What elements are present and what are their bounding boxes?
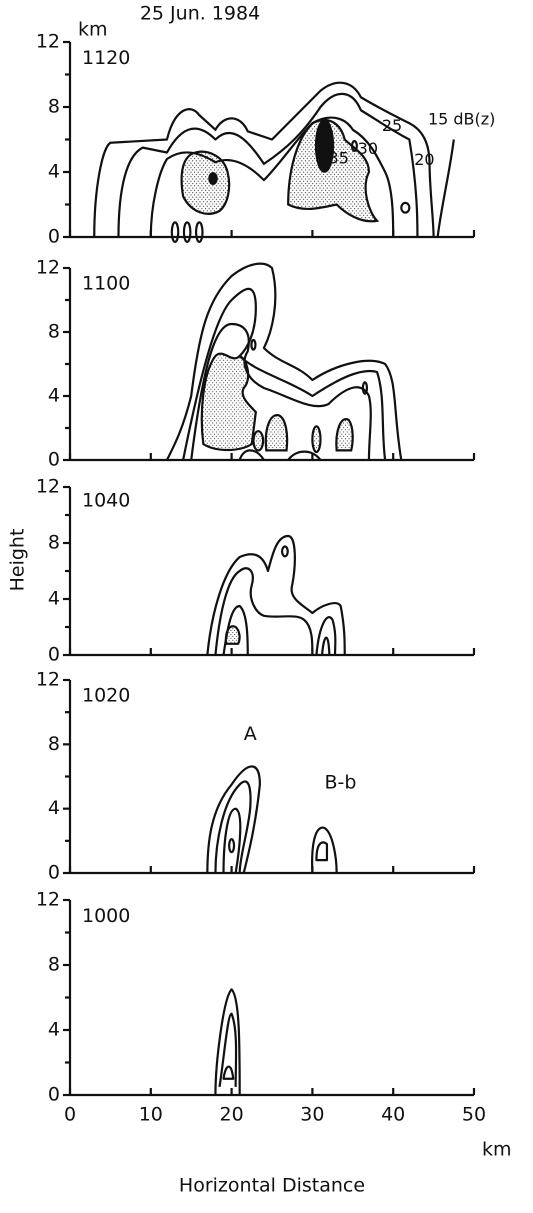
contour-annotation: 15 dB(z) bbox=[428, 110, 495, 129]
y-tick-label: 4 bbox=[48, 588, 60, 610]
panel-label: 1100 bbox=[82, 273, 130, 295]
y-tick-label: 4 bbox=[48, 797, 60, 819]
contour-annotation: A bbox=[244, 723, 257, 745]
x-unit: km bbox=[482, 1139, 512, 1161]
contours-1040 bbox=[207, 536, 344, 655]
y-tick-label: 0 bbox=[48, 449, 60, 471]
contours-1000 bbox=[215, 989, 239, 1095]
y-tick-label: 8 bbox=[48, 733, 60, 755]
y-axis-title: Height bbox=[7, 529, 29, 592]
y-tick-label: 0 bbox=[48, 226, 60, 248]
y-tick-label: 12 bbox=[36, 476, 60, 498]
x-tick-label: 30 bbox=[300, 1104, 324, 1126]
x-tick-label: 10 bbox=[139, 1104, 163, 1126]
x-axis-title: Horizontal Distance bbox=[179, 1175, 365, 1197]
panel-label: 1020 bbox=[82, 685, 130, 707]
y-unit: km bbox=[78, 19, 108, 41]
y-tick-label: 4 bbox=[48, 1019, 60, 1041]
y-tick-label: 12 bbox=[36, 31, 60, 53]
x-tick-label: 50 bbox=[462, 1104, 486, 1126]
y-tick-label: 12 bbox=[36, 257, 60, 279]
y-tick-label: 8 bbox=[48, 954, 60, 976]
x-tick-label: 0 bbox=[64, 1104, 76, 1126]
x-tick-label: 20 bbox=[220, 1104, 244, 1126]
y-tick-label: 0 bbox=[48, 862, 60, 884]
x-tick-label: 40 bbox=[381, 1104, 405, 1126]
y-tick-label: 4 bbox=[48, 385, 60, 407]
y-tick-label: 8 bbox=[48, 321, 60, 343]
y-tick-label: 8 bbox=[48, 532, 60, 554]
panel-label: 1040 bbox=[82, 490, 130, 512]
y-tick-label: 12 bbox=[36, 889, 60, 911]
contour-annotation: 25 bbox=[382, 116, 402, 135]
contour-annotation: B-b bbox=[325, 771, 357, 793]
y-tick-label: 0 bbox=[48, 1084, 60, 1106]
y-tick-label: 0 bbox=[48, 644, 60, 666]
contour-annotation: 35 bbox=[329, 149, 349, 168]
chart-title: 25 Jun. 1984 bbox=[140, 3, 260, 25]
y-tick-label: 8 bbox=[48, 96, 60, 118]
panel-label: 1000 bbox=[82, 905, 130, 927]
contour-annotation: 30 bbox=[358, 139, 378, 158]
contours-1100 bbox=[167, 264, 401, 460]
y-tick-label: 12 bbox=[36, 669, 60, 691]
contours-1120 bbox=[94, 83, 454, 242]
panel-label: 1120 bbox=[82, 47, 130, 69]
y-tick-label: 4 bbox=[48, 161, 60, 183]
contour-annotation: 20 bbox=[414, 150, 434, 169]
contours-1020 bbox=[207, 766, 336, 873]
